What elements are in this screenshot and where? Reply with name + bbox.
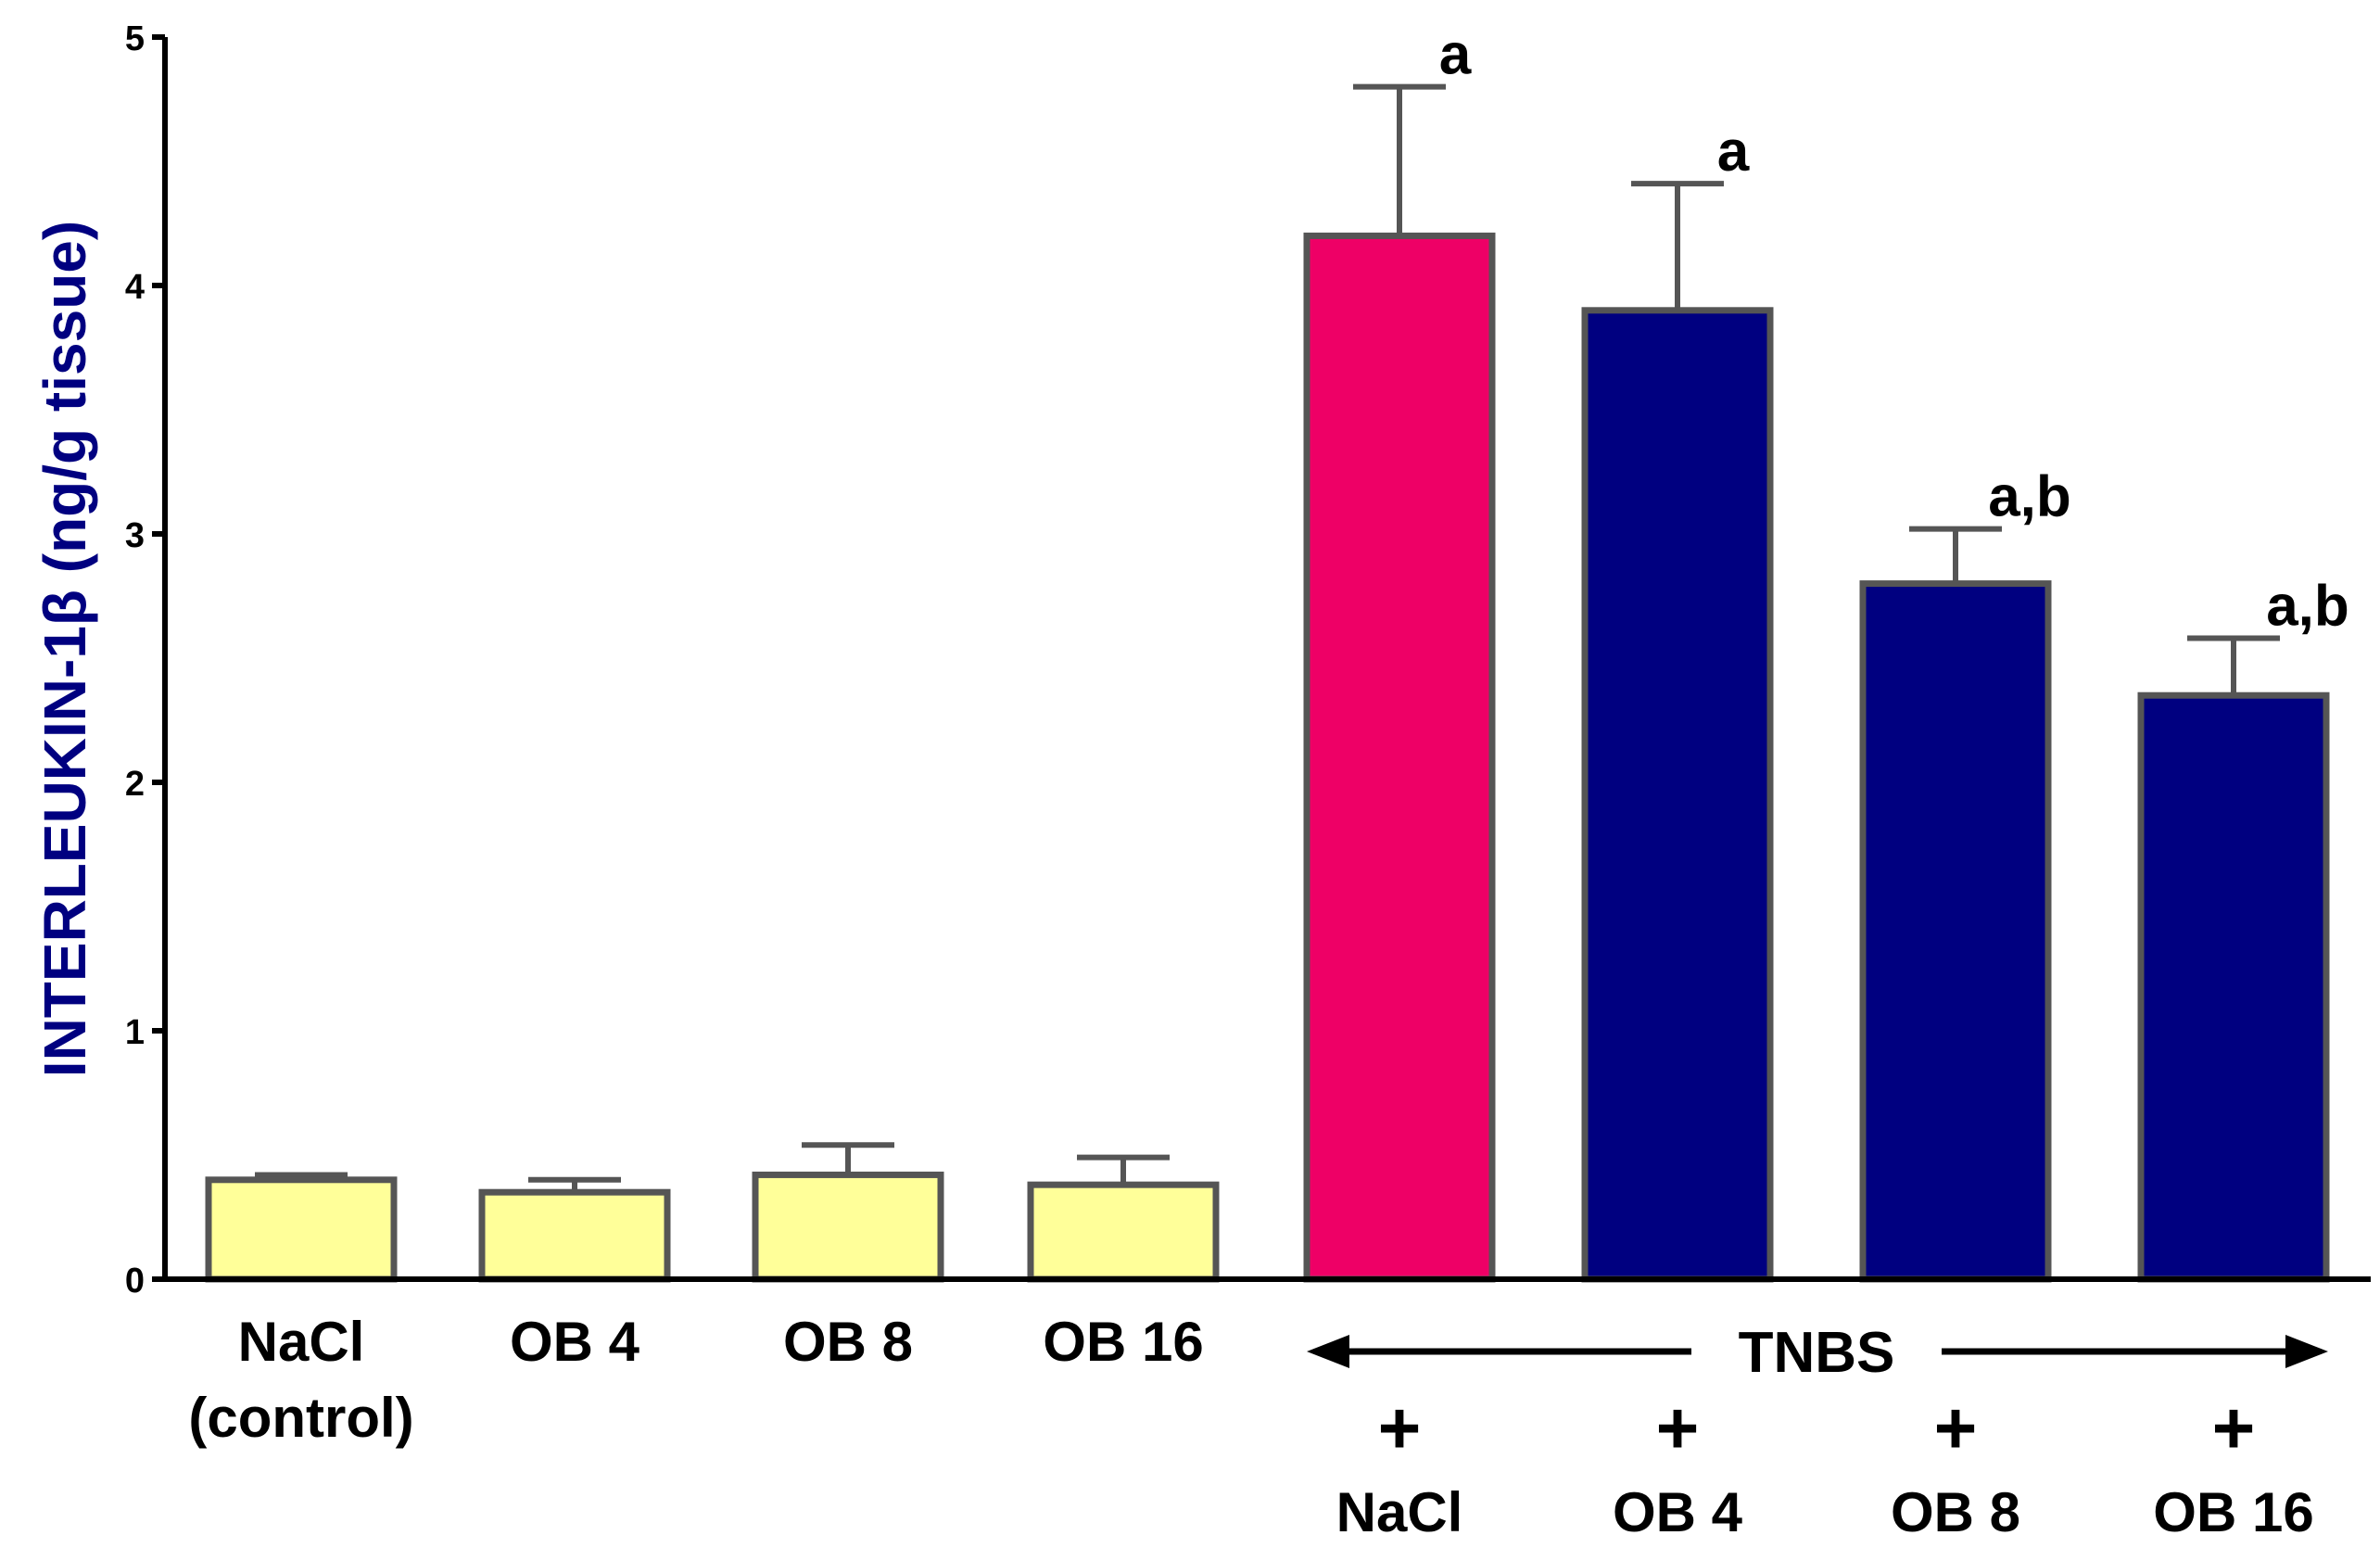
- category-label: NaCl: [1336, 1481, 1463, 1543]
- y-tick-label: 3: [125, 516, 145, 555]
- bar: [752, 1171, 944, 1283]
- category-label: OB 16: [1043, 1311, 1203, 1373]
- category-label: OB 4: [510, 1311, 640, 1373]
- bars-layer: [205, 83, 2330, 1283]
- category-label: OB 16: [2153, 1481, 2313, 1543]
- axes-layer: [152, 34, 2371, 1368]
- significance-label: a,b: [1988, 465, 2071, 529]
- bar: [1859, 580, 2052, 1283]
- bar: [1303, 232, 1496, 1283]
- arrow-right-icon: [2285, 1335, 2328, 1368]
- y-tick-label: 5: [125, 19, 145, 58]
- y-tick-label: 2: [125, 765, 145, 804]
- category-label: NaCl: [238, 1311, 365, 1373]
- group-label-tnbs: TNBS: [1739, 1321, 1895, 1385]
- bar: [1581, 307, 1774, 1283]
- bar: [205, 1176, 398, 1283]
- category-label: OB 8: [1891, 1481, 2020, 1543]
- bar: [478, 1188, 671, 1283]
- bar: [2137, 692, 2330, 1283]
- y-tick-label: 4: [125, 268, 145, 307]
- category-label: (control): [188, 1387, 413, 1449]
- bar: [1027, 1181, 1220, 1283]
- y-tick-label: 1: [125, 1013, 145, 1052]
- plus-sign: +: [1934, 1387, 1978, 1469]
- y-tick-label: 0: [125, 1262, 145, 1301]
- significance-label: a: [1717, 120, 1750, 184]
- y-axis-label: INTERLEUKIN-1β (ng/g tissue): [32, 221, 98, 1077]
- category-label: OB 8: [783, 1311, 913, 1373]
- labels-layer: a a a,b a,b 0 1 2 3 4 5 NaCl (control) OB 4 OB 8 OB 16…: [125, 19, 2349, 1543]
- significance-label: a,b: [2266, 575, 2349, 639]
- plus-sign: +: [2212, 1387, 2256, 1469]
- plus-sign: +: [1656, 1387, 1700, 1469]
- plus-sign: +: [1378, 1387, 1422, 1469]
- category-label: OB 4: [1613, 1481, 1743, 1543]
- significance-label: a: [1439, 23, 1472, 87]
- arrow-left-icon: [1307, 1335, 1349, 1368]
